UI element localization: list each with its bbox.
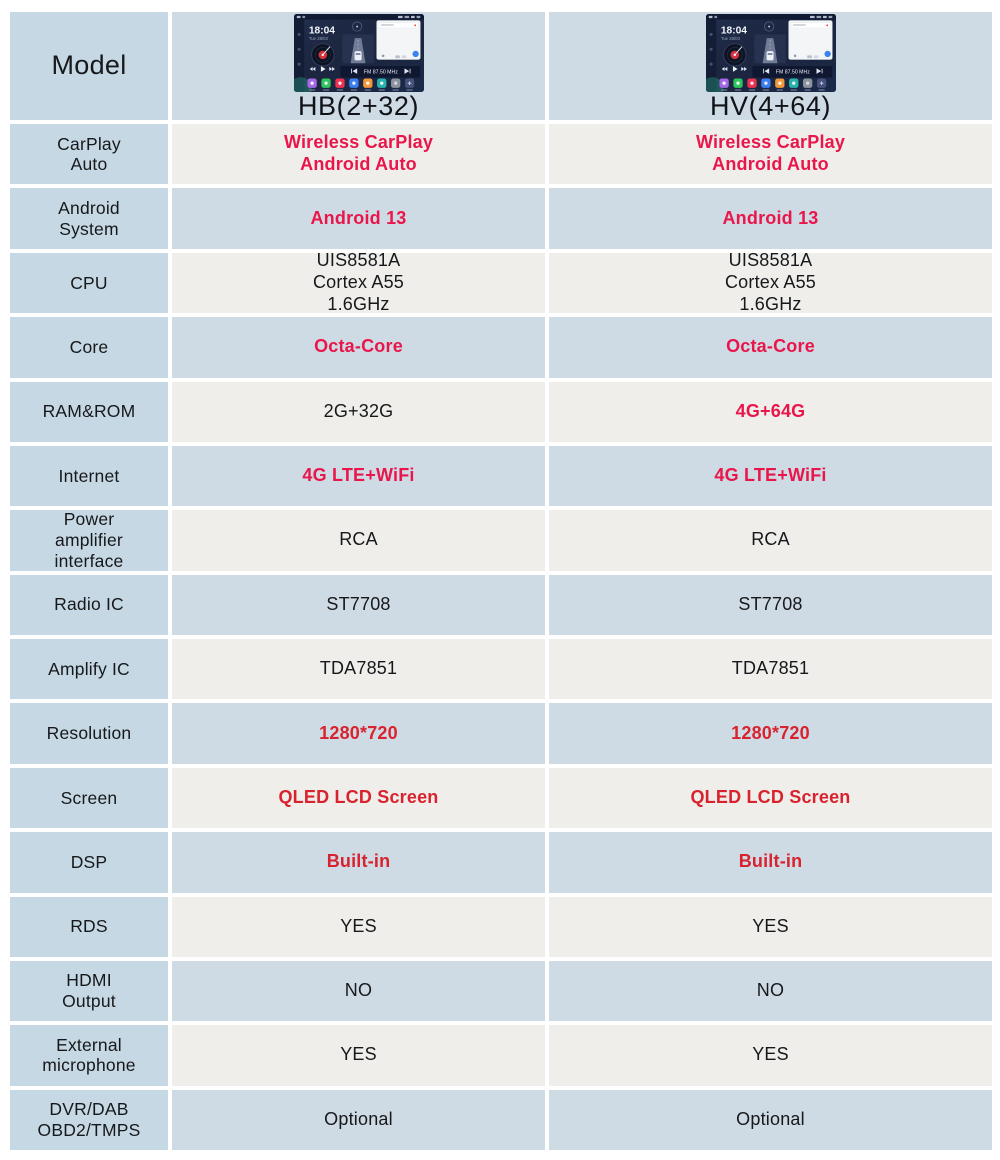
- spec-value-hv: Optional: [549, 1089, 992, 1150]
- spec-row-label: DVR/DAB OBD2/TMPS: [10, 1089, 168, 1150]
- spec-value-hb: YES: [172, 1025, 545, 1086]
- spec-row-label: RAM&ROM: [10, 381, 168, 442]
- spec-value-hb: Optional: [172, 1089, 545, 1150]
- spec-row-label: Internet: [10, 445, 168, 507]
- spec-row-label: Radio IC: [10, 574, 168, 635]
- spec-value-hb: YES: [172, 896, 545, 957]
- spec-value-hb: ST7708: [172, 574, 545, 635]
- model-name-hb: HB(2+32): [297, 91, 420, 120]
- spec-value-hb: 1280*720: [172, 703, 545, 764]
- model-column-hv: HV(4+64): [549, 12, 992, 120]
- spec-row-label: DSP: [10, 832, 168, 893]
- spec-value-hv: ST7708: [549, 574, 992, 635]
- spec-value-hv: QLED LCD Screen: [549, 767, 992, 829]
- spec-row-label: External microphone: [10, 1025, 168, 1086]
- spec-value-hv: 1280*720: [549, 703, 992, 764]
- spec-value-hv: Built-in: [549, 832, 992, 893]
- spec-value-hb: Android 13: [172, 188, 545, 249]
- spec-value-hv: Wireless CarPlay Android Auto: [549, 124, 992, 185]
- spec-row-label: Resolution: [10, 703, 168, 764]
- spec-row-label: Android System: [10, 188, 168, 249]
- spec-row-label: Power amplifier interface: [10, 510, 168, 571]
- spec-value-hb: QLED LCD Screen: [172, 767, 545, 829]
- spec-value-hv: 4G LTE+WiFi: [549, 445, 992, 507]
- spec-row-label: CPU: [10, 252, 168, 314]
- spec-comparison-table: Model HB(2+32) HV(4+64) CarPlay Auto Wir…: [10, 12, 992, 1150]
- spec-value-hb: 2G+32G: [172, 381, 545, 442]
- spec-value-hv: Android 13: [549, 188, 992, 249]
- spec-value-hb: NO: [172, 960, 545, 1022]
- spec-value-hv: UIS8581A Cortex A55 1.6GHz: [549, 252, 992, 314]
- spec-value-hv: Octa-Core: [549, 317, 992, 378]
- spec-value-hv: TDA7851: [549, 639, 992, 700]
- spec-value-hb: Built-in: [172, 832, 545, 893]
- spec-value-hb: UIS8581A Cortex A55 1.6GHz: [172, 252, 545, 314]
- spec-value-hv: 4G+64G: [549, 381, 992, 442]
- model-name-hv: HV(4+64): [709, 91, 832, 120]
- spec-value-hv: RCA: [549, 510, 992, 571]
- product-image-hb: [289, 14, 429, 92]
- model-row-label: Model: [10, 12, 168, 120]
- spec-value-hb: TDA7851: [172, 639, 545, 700]
- spec-value-hb: Octa-Core: [172, 317, 545, 378]
- spec-value-hv: YES: [549, 1025, 992, 1086]
- spec-value-hb: Wireless CarPlay Android Auto: [172, 124, 545, 185]
- spec-row-label: Amplify IC: [10, 639, 168, 700]
- spec-row-label: HDMI Output: [10, 960, 168, 1022]
- spec-value-hv: NO: [549, 960, 992, 1022]
- spec-value-hb: RCA: [172, 510, 545, 571]
- spec-value-hb: 4G LTE+WiFi: [172, 445, 545, 507]
- spec-row-label: RDS: [10, 896, 168, 957]
- spec-value-hv: YES: [549, 896, 992, 957]
- product-image-hv: [701, 14, 841, 92]
- spec-row-label: Screen: [10, 767, 168, 829]
- model-column-hb: HB(2+32): [172, 12, 545, 120]
- spec-row-label: CarPlay Auto: [10, 124, 168, 185]
- spec-row-label: Core: [10, 317, 168, 378]
